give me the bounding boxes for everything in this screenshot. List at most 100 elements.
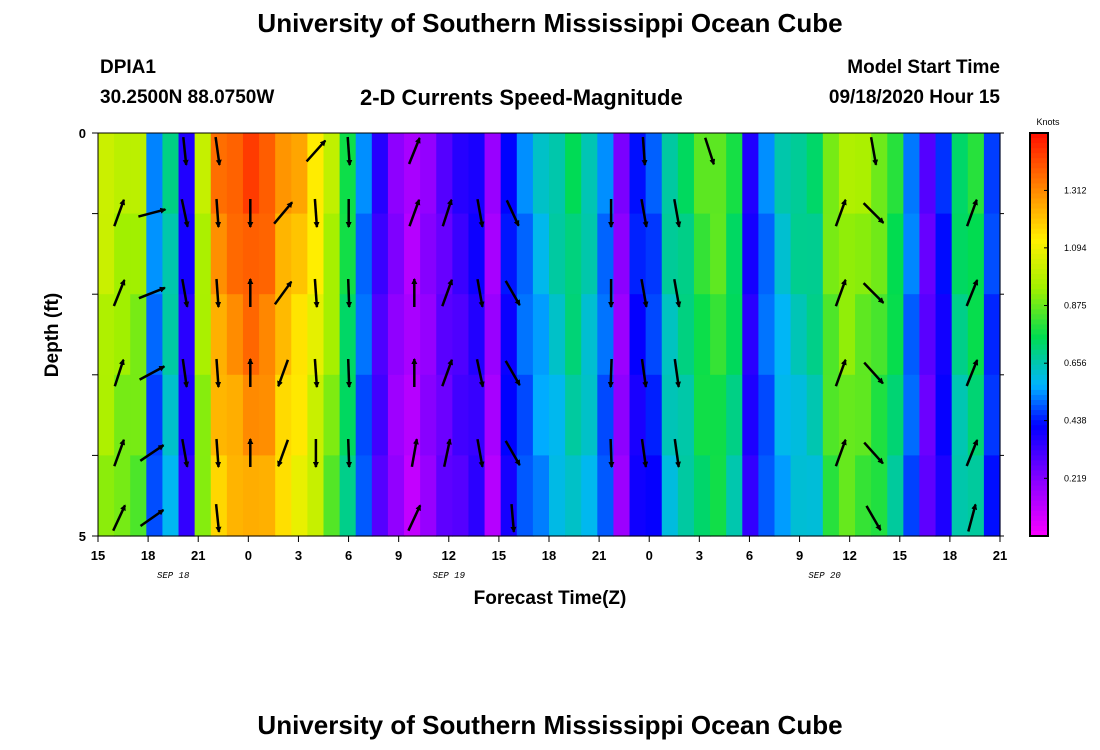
heat-cell xyxy=(307,133,325,215)
colorbar-segment xyxy=(1030,364,1048,371)
heat-cell xyxy=(774,294,792,376)
heat-cell xyxy=(404,455,421,537)
heat-cell xyxy=(468,294,486,376)
heat-cell xyxy=(806,213,824,295)
heat-cell xyxy=(452,374,470,456)
heat-cell xyxy=(516,455,534,537)
current-arrow xyxy=(965,198,978,227)
heat-cell xyxy=(710,133,727,215)
heat-cell xyxy=(130,455,147,537)
colorbar-label: 0.656 xyxy=(1064,358,1087,368)
heat-cell xyxy=(468,455,486,537)
heat-cell xyxy=(613,374,631,456)
colorbar-segment xyxy=(1030,294,1048,301)
colorbar-segment xyxy=(1030,263,1048,270)
colorbar-segment xyxy=(1030,203,1048,210)
heat-cell xyxy=(967,133,985,215)
current-arrow xyxy=(273,280,293,306)
heat-cell xyxy=(774,455,792,537)
heat-cell xyxy=(162,133,180,215)
x-tick-label: 0 xyxy=(245,548,252,563)
current-arrow xyxy=(273,201,294,225)
heat-cell xyxy=(178,374,196,456)
colorbar-segment xyxy=(1030,218,1048,225)
current-arrow xyxy=(863,361,884,385)
colorbar-segment xyxy=(1030,193,1048,200)
heat-cell xyxy=(838,294,856,376)
heat-cell xyxy=(967,213,985,295)
heat-cell xyxy=(693,455,711,537)
x-tick-label: 3 xyxy=(696,548,703,563)
current-arrow xyxy=(863,441,884,465)
x-tick-label: 21 xyxy=(191,548,205,563)
heat-cell xyxy=(339,133,357,215)
heat-cell xyxy=(516,133,534,215)
heat-cell xyxy=(645,213,663,295)
heat-cell xyxy=(983,455,1001,537)
date-label: SEP 20 xyxy=(808,571,841,581)
colorbar-segment xyxy=(1030,284,1048,290)
heat-cell xyxy=(210,455,228,537)
heat-cell xyxy=(210,213,228,295)
colorbar-segment xyxy=(1030,445,1048,452)
heat-cell xyxy=(677,374,695,456)
heat-cell xyxy=(565,213,582,295)
heat-cell xyxy=(484,294,502,376)
x-tick-label: 3 xyxy=(295,548,302,563)
heat-cell xyxy=(919,374,937,456)
heat-cell xyxy=(275,133,292,215)
x-tick-label: 18 xyxy=(943,548,957,563)
colorbar-segment xyxy=(1030,379,1048,386)
heat-cell xyxy=(259,213,276,295)
heat-cell xyxy=(822,455,840,537)
colorbar-segment xyxy=(1030,374,1048,381)
heat-cell xyxy=(323,133,341,215)
colorbar-segment xyxy=(1030,525,1048,532)
colorbar-segment xyxy=(1030,329,1048,336)
footer-title: University of Southern Mississippi Ocean… xyxy=(257,710,843,740)
current-arrow xyxy=(182,136,189,166)
colorbar-segment xyxy=(1030,515,1048,522)
heat-cell xyxy=(307,455,325,537)
current-arrow xyxy=(965,279,979,307)
heat-cell xyxy=(693,374,711,456)
current-arrow xyxy=(112,504,127,532)
heat-cell xyxy=(726,374,743,456)
x-tick-label: 12 xyxy=(842,548,856,563)
heat-cell xyxy=(404,294,421,376)
colorbar-segment xyxy=(1030,354,1048,361)
heat-cell xyxy=(355,455,373,537)
heat-cell xyxy=(838,374,856,456)
x-tick-label: 6 xyxy=(746,548,753,563)
current-arrow xyxy=(834,278,847,307)
x-axis-title: Forecast Time(Z) xyxy=(474,588,627,609)
colorbar-segment xyxy=(1030,410,1048,416)
current-arrow xyxy=(313,198,320,228)
heat-cell xyxy=(275,374,292,456)
colorbar-segment xyxy=(1030,304,1048,311)
x-tick-label: 9 xyxy=(796,548,803,563)
current-arrow xyxy=(181,278,190,308)
heat-cell xyxy=(710,455,727,537)
heat-cell xyxy=(291,133,308,215)
station-coords: 30.2500N 88.0750W xyxy=(100,87,275,108)
heat-cell xyxy=(710,213,727,295)
colorbar-segment xyxy=(1030,460,1048,467)
current-arrow xyxy=(346,278,353,308)
heat-cell xyxy=(935,374,953,456)
heat-cell xyxy=(355,294,373,376)
colorbar-segment xyxy=(1030,369,1048,376)
heat-cell xyxy=(677,294,695,376)
heat-cell xyxy=(307,294,325,376)
heat-cell xyxy=(710,294,727,376)
heat-cell xyxy=(790,455,808,537)
heat-cell xyxy=(613,213,631,295)
colorbar-segment xyxy=(1030,309,1048,316)
colorbar-segment xyxy=(1030,359,1048,366)
current-arrow xyxy=(215,198,222,228)
heat-cell xyxy=(581,213,598,295)
colorbar-segment xyxy=(1030,495,1048,502)
y-axis-title: Depth (ft) xyxy=(42,293,63,377)
heat-cell xyxy=(822,374,840,456)
current-arrow xyxy=(640,278,649,308)
